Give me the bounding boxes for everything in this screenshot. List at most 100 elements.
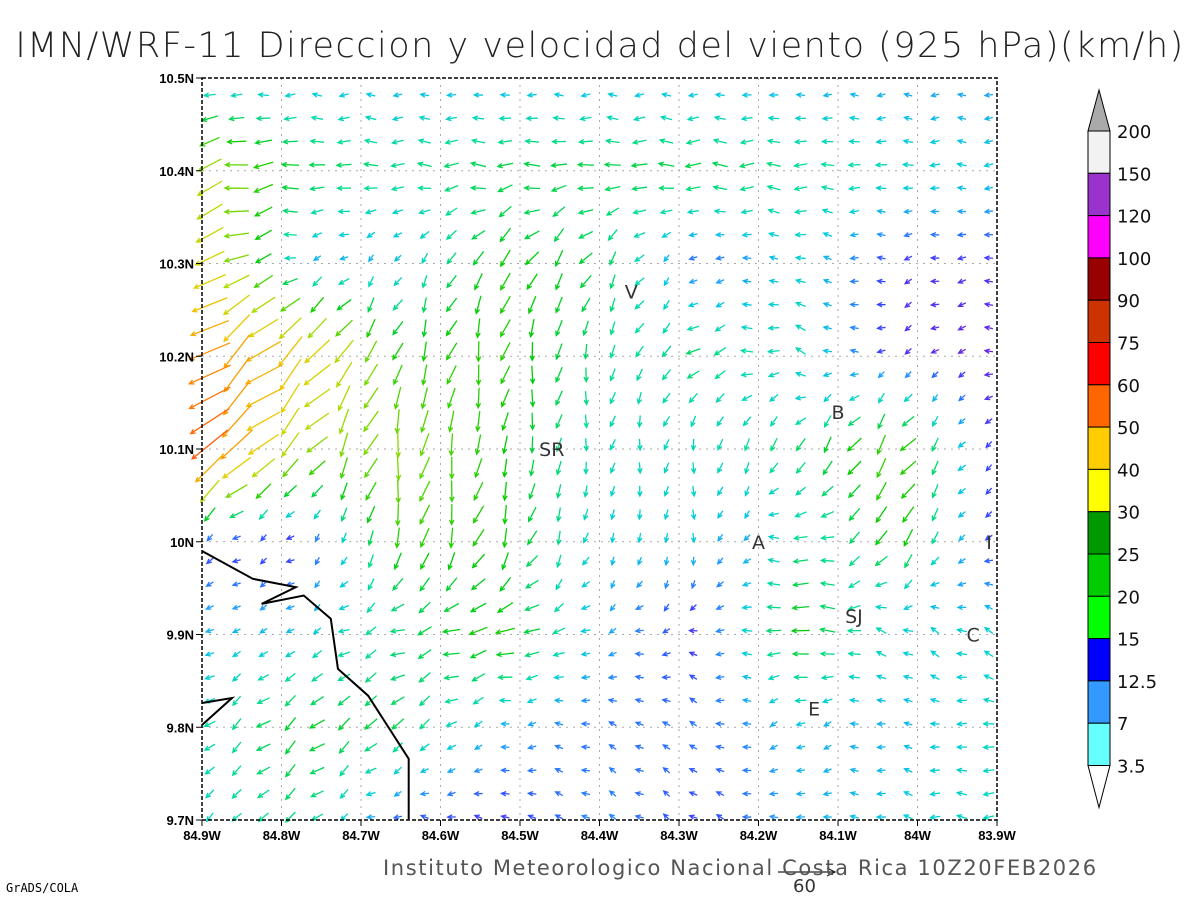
wind-vector bbox=[744, 510, 750, 520]
wind-vector bbox=[744, 486, 750, 497]
colorbar-swatch bbox=[1087, 130, 1111, 174]
wind-vector bbox=[391, 115, 404, 122]
wind-vector bbox=[983, 231, 994, 238]
wind-vector bbox=[527, 814, 537, 820]
wind-vector bbox=[955, 627, 968, 634]
wind-vector bbox=[310, 813, 324, 821]
wind-vector bbox=[418, 601, 431, 614]
wind-vector bbox=[421, 297, 427, 314]
gridlines bbox=[202, 78, 997, 820]
wind-vector bbox=[202, 92, 216, 98]
wind-vector bbox=[553, 228, 565, 243]
wind-vector bbox=[903, 767, 913, 773]
wind-vector bbox=[878, 392, 885, 404]
wind-vector bbox=[766, 348, 780, 355]
wind-vector bbox=[766, 581, 781, 587]
wind-vector bbox=[469, 161, 487, 168]
wind-vector bbox=[957, 417, 966, 425]
wind-vector bbox=[198, 136, 220, 147]
wind-vector bbox=[823, 415, 832, 429]
wind-vector bbox=[364, 363, 379, 387]
wind-vector bbox=[982, 767, 995, 774]
wind-vector bbox=[394, 409, 401, 435]
wind-vector bbox=[690, 438, 697, 452]
wind-vector bbox=[875, 506, 888, 524]
wind-vector bbox=[578, 252, 593, 265]
wind-vector bbox=[635, 345, 644, 358]
wind-vector bbox=[876, 481, 887, 501]
wind-vector bbox=[902, 208, 913, 215]
wind-vector bbox=[820, 138, 834, 145]
wind-vector bbox=[794, 417, 807, 426]
wind-vector bbox=[204, 674, 215, 681]
wind-vector bbox=[389, 651, 406, 658]
wind-vector bbox=[419, 743, 430, 752]
wind-vector bbox=[524, 138, 540, 145]
wind-vector bbox=[983, 674, 994, 680]
wind-vector bbox=[314, 580, 321, 589]
wind-vector bbox=[448, 504, 455, 526]
wind-vector bbox=[634, 651, 644, 657]
wind-vector bbox=[822, 278, 832, 284]
wind-vector bbox=[285, 604, 295, 610]
wind-vector bbox=[205, 789, 215, 799]
wind-vector bbox=[663, 532, 670, 544]
wind-vector bbox=[609, 274, 616, 290]
wind-vector bbox=[822, 767, 832, 773]
wind-vector bbox=[499, 249, 511, 268]
wind-vector bbox=[793, 208, 807, 215]
wind-vector bbox=[957, 464, 967, 472]
wind-vector bbox=[849, 371, 859, 378]
wind-vector bbox=[929, 325, 940, 331]
wind-vector bbox=[502, 481, 508, 502]
wind-vector bbox=[793, 185, 808, 192]
wind-vector bbox=[446, 767, 456, 773]
wind-vectors bbox=[187, 92, 995, 823]
wind-vector bbox=[392, 577, 404, 591]
wind-vector bbox=[662, 813, 670, 821]
wind-vector bbox=[819, 557, 835, 564]
wind-vector bbox=[876, 458, 887, 479]
wind-vector bbox=[608, 721, 617, 727]
wind-vector bbox=[580, 674, 591, 680]
wind-vector bbox=[579, 115, 592, 122]
wind-vector bbox=[717, 462, 724, 474]
wind-vector bbox=[578, 230, 594, 239]
wind-vector bbox=[983, 162, 994, 168]
wind-vector bbox=[309, 185, 325, 192]
wind-vector bbox=[658, 138, 674, 144]
wind-vector bbox=[283, 255, 296, 261]
colorbar-swatch bbox=[1087, 595, 1111, 640]
wind-vector bbox=[822, 302, 832, 308]
wind-vector bbox=[902, 814, 913, 820]
wind-vector bbox=[416, 161, 432, 168]
wind-vector bbox=[555, 414, 563, 430]
wind-vector bbox=[661, 345, 672, 358]
x-tick-label: 84.1W bbox=[819, 828, 857, 843]
colorbar-label: 30 bbox=[1117, 503, 1140, 524]
wind-vector bbox=[903, 791, 913, 797]
wind-vector bbox=[187, 364, 231, 385]
wind-vector bbox=[419, 718, 430, 730]
wind-vector bbox=[957, 511, 966, 518]
wind-vector bbox=[417, 185, 432, 191]
wind-vector bbox=[554, 249, 564, 268]
wind-vector bbox=[256, 766, 271, 775]
wind-vector bbox=[690, 462, 697, 475]
wind-vector bbox=[339, 432, 349, 458]
wind-vector bbox=[876, 208, 886, 215]
wind-vector bbox=[421, 275, 428, 289]
wind-vector bbox=[314, 556, 320, 566]
wind-vector bbox=[875, 185, 887, 191]
wind-vector bbox=[848, 697, 860, 704]
wind-vector bbox=[368, 254, 375, 263]
wind-vector bbox=[554, 814, 564, 820]
wind-vector bbox=[738, 162, 755, 169]
wind-vector bbox=[631, 185, 648, 192]
wind-vector bbox=[741, 790, 752, 797]
wind-vector bbox=[550, 184, 567, 192]
wind-vector bbox=[957, 348, 966, 354]
wind-vector bbox=[441, 628, 461, 635]
wind-vector bbox=[794, 395, 806, 401]
wind-vector bbox=[741, 581, 752, 587]
